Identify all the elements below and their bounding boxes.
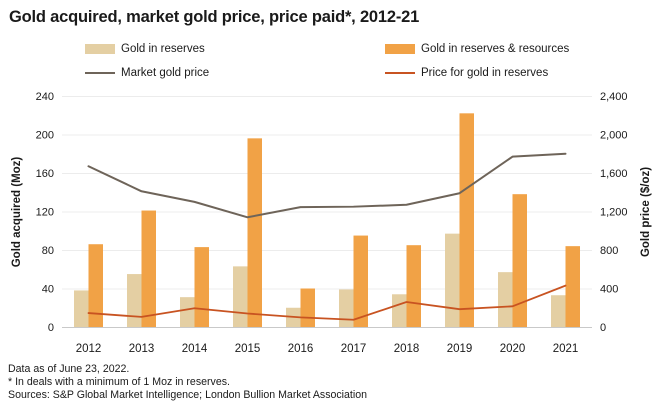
right-axis-tick-label: 800	[600, 245, 618, 257]
market-gold-price-line	[87, 152, 567, 219]
chart-title: Gold acquired, market gold price, price …	[9, 8, 420, 26]
bar-gold-in-reserves-resources-2021	[565, 246, 580, 327]
legend-swatch-gold-in-reserves-resources-icon	[385, 44, 415, 54]
x-axis-label-2018: 2018	[394, 343, 420, 355]
bar-gold-in-reserves-2020	[498, 272, 513, 327]
bar-gold-in-reserves-resources-2012	[88, 244, 103, 327]
left-axis-tick-label: 200	[36, 130, 54, 142]
bar-gold-in-reserves-2021	[551, 295, 566, 327]
bar-gold-in-reserves-2013	[127, 274, 142, 327]
right-axis-tick-label: 1,200	[600, 207, 628, 219]
legend: Gold in reserves Gold in reserves & reso…	[0, 0, 660, 90]
legend-label-price-for-gold-in-reserves: Price for gold in reserves	[421, 67, 549, 79]
right-axis-tick-label: 0	[600, 322, 606, 334]
right-axis-tick-label: 2,000	[600, 130, 628, 142]
legend-item-market-gold-price: Market gold price	[85, 67, 209, 79]
x-axis-label-2014: 2014	[182, 343, 208, 355]
bar-gold-in-reserves-2017	[339, 289, 354, 327]
x-axis-label-2012: 2012	[76, 343, 102, 355]
footer-sources: Sources: S&P Global Market Intelligence;…	[8, 389, 368, 401]
bar-gold-in-reserves-resources-2020	[512, 194, 527, 327]
bar-gold-in-reserves-2019	[445, 233, 460, 327]
right-axis-tick-label: 1,600	[600, 168, 628, 180]
legend-swatch-price-for-gold-in-reserves-icon	[385, 71, 415, 75]
legend-label-gold-in-reserves: Gold in reserves	[121, 43, 205, 55]
bar-gold-in-reserves-resources-2019	[459, 113, 474, 327]
price-for-gold-in-reserves-line	[87, 284, 567, 321]
x-axis-label-2021: 2021	[553, 343, 579, 355]
x-axis-label-2015: 2015	[235, 343, 261, 355]
bar-gold-in-reserves-2014	[180, 297, 195, 327]
legend-label-market-gold-price: Market gold price	[121, 67, 210, 79]
left-axis-tick-label: 160	[36, 168, 54, 180]
right-axis-tick-label: 2,400	[600, 91, 628, 103]
right-axis-tick-label: 400	[600, 284, 618, 296]
left-axis-tick-label: 0	[48, 322, 54, 334]
x-axis-label-2016: 2016	[288, 343, 314, 355]
footer-data-as-of: Data as of June 23, 2022.	[8, 363, 130, 375]
legend-swatch-gold-in-reserves-icon	[85, 44, 115, 54]
legend-label-gold-in-reserves-resources: Gold in reserves & resources	[421, 43, 570, 55]
bar-gold-in-reserves-resources-2018	[406, 245, 421, 327]
footer-footnote: * In deals with a minimum of 1 Moz in re…	[8, 376, 230, 388]
legend-item-price-for-gold-in-reserves: Price for gold in reserves	[385, 67, 548, 79]
left-axis-tick-label: 240	[36, 91, 54, 103]
legend-swatch-market-gold-price-icon	[85, 71, 115, 75]
bar-gold-in-reserves-resources-2015	[247, 138, 262, 327]
bar-gold-in-reserves-2018	[392, 294, 407, 327]
bar-gold-in-reserves-resources-2017	[353, 235, 368, 327]
chart-footer: Data as of June 23, 2022. * In deals wit…	[8, 363, 367, 402]
left-axis-title: Gold acquired (Moz)	[11, 157, 23, 268]
x-axis-label-2019: 2019	[447, 343, 473, 355]
x-axis-label-2013: 2013	[129, 343, 155, 355]
x-axis-label-2020: 2020	[500, 343, 526, 355]
bar-gold-in-reserves-2012	[74, 290, 89, 327]
bar-gold-in-reserves-2015	[233, 266, 248, 327]
bar-gold-in-reserves-resources-2014	[194, 247, 209, 327]
left-axis-tick-label: 120	[36, 207, 54, 219]
legend-item-gold-in-reserves: Gold in reserves	[85, 43, 205, 55]
x-axis-label-2017: 2017	[341, 343, 367, 355]
bar-gold-in-reserves-resources-2013	[141, 210, 156, 327]
legend-item-gold-in-reserves-resources: Gold in reserves & resources	[385, 43, 569, 55]
bar-gold-in-reserves-resources-2016	[300, 288, 315, 327]
right-axis-title: Gold price ($/oz)	[640, 167, 652, 257]
left-axis-tick-label: 40	[42, 284, 54, 296]
left-axis-tick-label: 80	[42, 245, 54, 257]
